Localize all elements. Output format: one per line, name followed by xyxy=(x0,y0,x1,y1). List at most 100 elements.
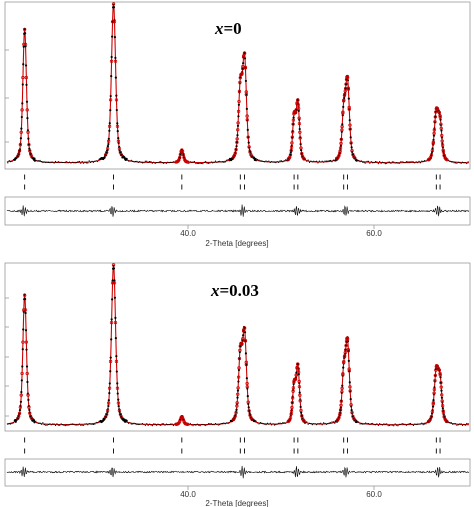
calculated-marker xyxy=(114,359,119,364)
observed-point xyxy=(200,423,203,426)
observed-point xyxy=(42,161,44,164)
observed-point xyxy=(192,425,194,427)
observed-point xyxy=(450,161,452,163)
observed-point xyxy=(114,336,117,340)
observed-point xyxy=(43,161,45,163)
calculated-marker xyxy=(180,415,185,420)
observed-point xyxy=(258,159,260,161)
observed-point xyxy=(308,422,311,424)
observed-point xyxy=(418,160,420,162)
calculated-profile-line xyxy=(6,3,469,164)
calculated-marker xyxy=(22,42,26,47)
observed-point xyxy=(217,424,219,426)
observed-point xyxy=(362,423,364,425)
observed-point xyxy=(279,422,281,424)
observed-point xyxy=(313,160,315,162)
observed-point xyxy=(73,162,75,164)
observed-point xyxy=(202,163,204,165)
calculated-marker xyxy=(107,124,112,129)
observed-point xyxy=(146,160,148,162)
observed-point xyxy=(457,161,459,163)
calculated-marker xyxy=(346,348,351,352)
calculated-marker xyxy=(180,149,185,154)
observed-point xyxy=(113,36,117,39)
observed-point xyxy=(21,83,24,86)
observed-point xyxy=(237,103,240,106)
observed-point xyxy=(395,424,398,426)
observed-point xyxy=(377,163,379,165)
calculated-marker xyxy=(348,123,352,127)
observed-point xyxy=(87,424,89,426)
observed-point xyxy=(318,160,320,162)
observed-point xyxy=(107,404,110,408)
observed-point xyxy=(56,161,58,164)
calculated-marker xyxy=(242,326,247,330)
observed-point xyxy=(307,423,309,425)
calculated-marker xyxy=(236,392,240,396)
observed-point xyxy=(130,159,132,161)
observed-point xyxy=(165,423,167,425)
observed-point xyxy=(453,423,455,425)
observed-point xyxy=(82,162,85,164)
observed-point xyxy=(207,162,210,164)
observed-point xyxy=(358,160,360,162)
calculated-marker xyxy=(241,337,245,341)
calculated-marker xyxy=(298,136,302,140)
observed-point xyxy=(20,379,23,382)
observed-point xyxy=(245,107,248,110)
observed-point xyxy=(203,424,205,426)
observed-point xyxy=(202,423,204,426)
observed-point xyxy=(264,161,266,163)
calculated-marker xyxy=(19,130,23,134)
calculated-marker xyxy=(250,417,254,421)
calculated-marker xyxy=(178,156,182,160)
observed-point xyxy=(42,422,44,424)
difference-curve-layer xyxy=(6,204,470,217)
observed-point xyxy=(350,409,353,412)
observed-point xyxy=(19,137,23,140)
observed-point xyxy=(409,422,412,425)
calculated-marker xyxy=(341,111,345,115)
observed-point xyxy=(209,162,211,164)
calculated-marker xyxy=(300,151,304,156)
calculated-marker xyxy=(296,103,301,107)
observed-point xyxy=(61,161,64,164)
observed-point xyxy=(349,397,352,401)
calculated-marker xyxy=(297,379,301,384)
observed-point xyxy=(347,359,350,362)
observed-point xyxy=(103,156,106,159)
observed-point xyxy=(269,422,271,424)
observed-point xyxy=(137,423,139,426)
observed-point xyxy=(452,161,454,163)
calculated-marker xyxy=(440,139,444,143)
observed-point xyxy=(328,160,330,162)
pattern-layer xyxy=(6,263,469,427)
observed-point xyxy=(97,160,99,163)
observed-point xyxy=(164,162,166,164)
observed-point xyxy=(127,422,130,424)
observed-point xyxy=(109,94,112,98)
calculated-marker xyxy=(104,150,109,155)
observed-point xyxy=(200,162,203,165)
calculated-marker xyxy=(339,403,343,407)
observed-point xyxy=(365,422,367,424)
observed-point xyxy=(432,138,435,142)
observed-point xyxy=(38,160,40,162)
calculated-marker xyxy=(235,137,239,141)
calculated-marker xyxy=(431,400,436,405)
observed-point xyxy=(456,162,458,164)
observed-point xyxy=(81,424,83,426)
observed-point xyxy=(150,424,152,426)
observed-point xyxy=(285,159,287,161)
observed-point xyxy=(115,108,118,112)
observed-point xyxy=(314,423,316,425)
observed-point xyxy=(299,143,302,146)
observed-point xyxy=(112,6,116,9)
observed-point xyxy=(109,109,112,112)
observed-point xyxy=(310,423,312,425)
observed-point xyxy=(383,162,385,164)
calculated-marker xyxy=(338,146,343,150)
calculated-marker xyxy=(340,128,344,132)
observed-point xyxy=(460,423,462,425)
observed-point xyxy=(25,365,29,368)
